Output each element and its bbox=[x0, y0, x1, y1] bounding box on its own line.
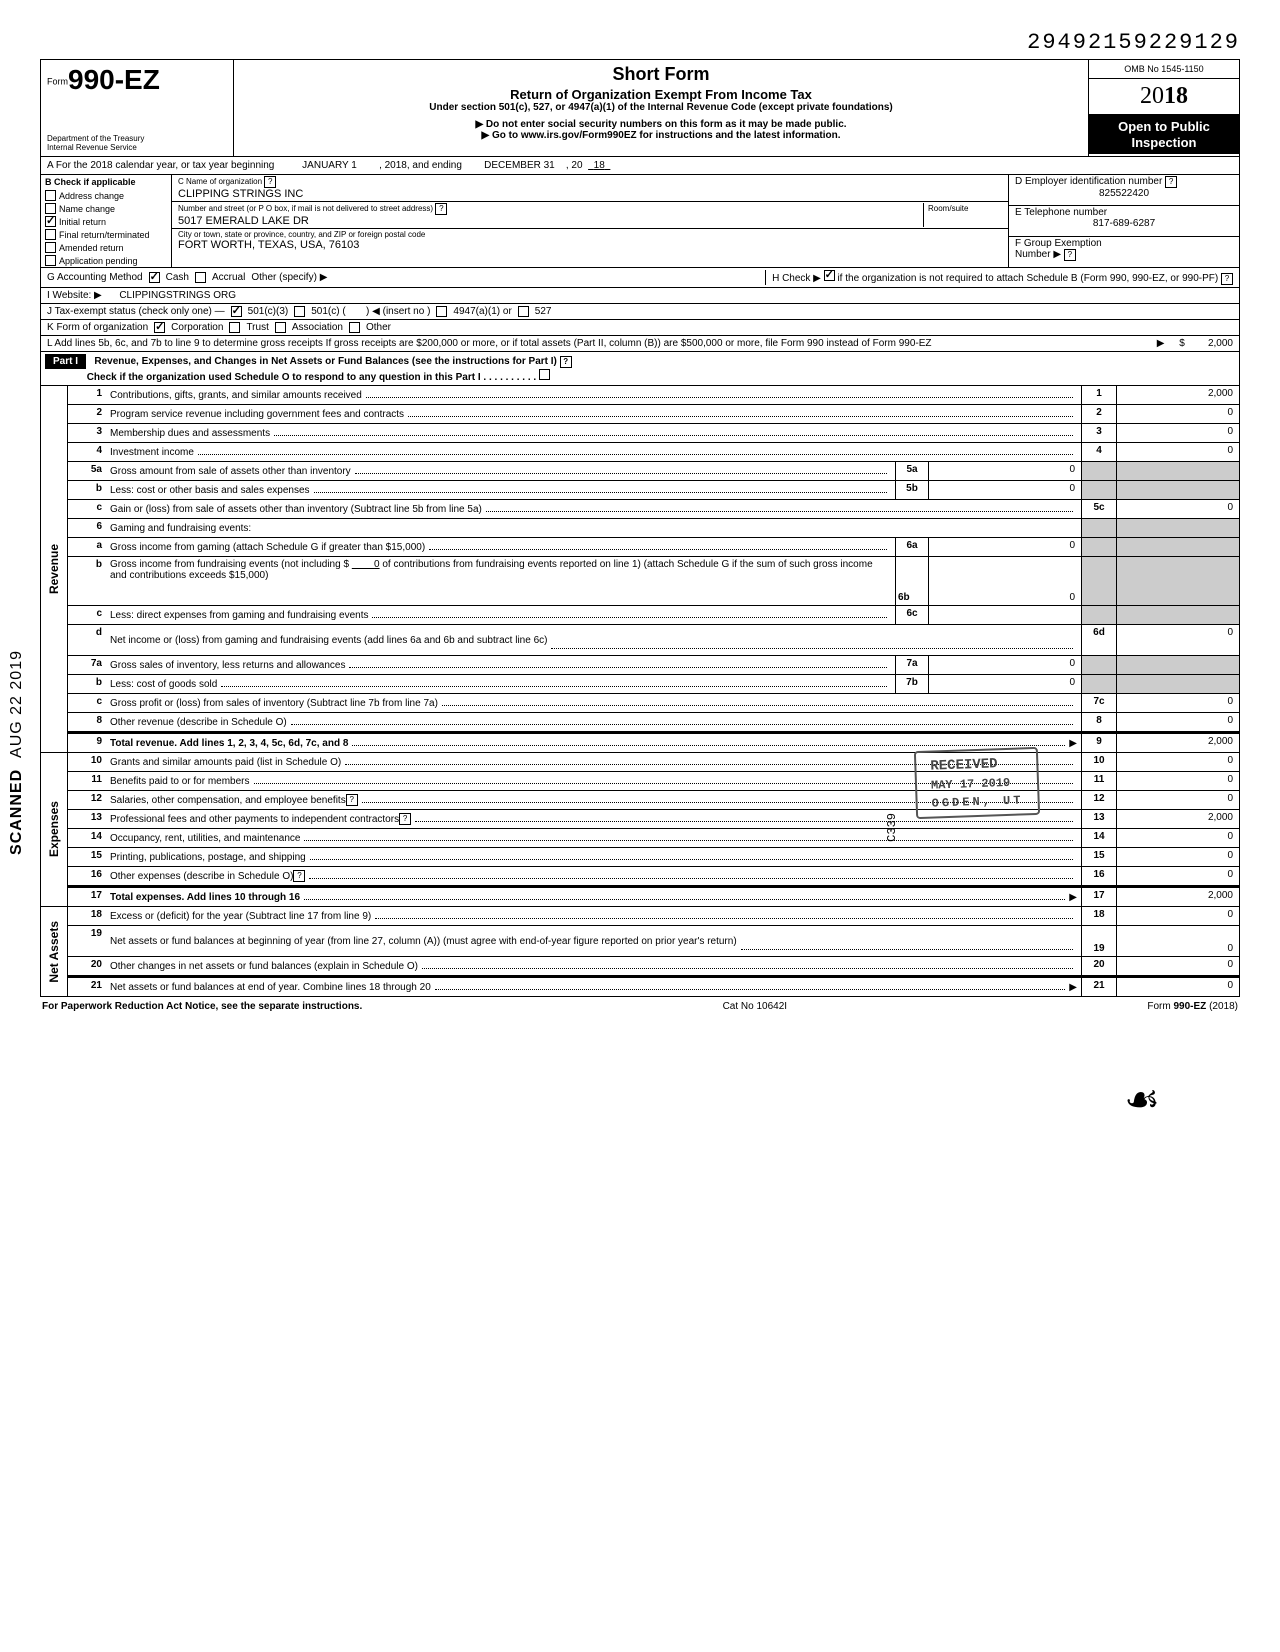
net-assets-section: Net Assets 18Excess or (deficit) for the… bbox=[40, 907, 1240, 997]
ein: 825522420 bbox=[1015, 188, 1233, 199]
part1-header: Part I Revenue, Expenses, and Changes in… bbox=[40, 352, 1240, 386]
gross-receipts: 2,000 bbox=[1208, 338, 1233, 349]
dept-irs: Internal Revenue Service bbox=[47, 143, 227, 152]
line-a: A For the 2018 calendar year, or tax yea… bbox=[40, 156, 1240, 175]
help-icon[interactable]: ? bbox=[1221, 273, 1233, 285]
c339-stamp: C339 bbox=[885, 813, 899, 842]
header-grid: B Check if applicable Address change Nam… bbox=[40, 175, 1240, 268]
top-code: 29492159229129 bbox=[40, 30, 1240, 55]
schedule-o-checkbox[interactable] bbox=[539, 369, 550, 380]
signature-mark: ☙ bbox=[40, 1076, 1240, 1123]
form-under: Under section 501(c), 527, or 4947(a)(1)… bbox=[240, 102, 1082, 113]
tax-year: 2018 bbox=[1089, 79, 1239, 115]
line1-value: 2,000 bbox=[1116, 386, 1239, 404]
section-f: F Group Exemption Number ▶ ? bbox=[1009, 237, 1239, 267]
section-d: D Employer identification number ? 82552… bbox=[1009, 175, 1239, 206]
omb-number: OMB No 1545-1150 bbox=[1089, 60, 1239, 79]
org-address: 5017 EMERALD LAKE DR bbox=[178, 215, 923, 227]
form-number: Form990-EZ bbox=[47, 64, 227, 96]
form-note1: Do not enter social security numbers on … bbox=[240, 119, 1082, 130]
expenses-section: Expenses 10Grants and similar amounts pa… bbox=[40, 753, 1240, 907]
row-l: L Add lines 5b, 6c, and 7b to line 9 to … bbox=[40, 336, 1240, 352]
help-icon[interactable]: ? bbox=[435, 203, 447, 215]
help-icon[interactable]: ? bbox=[264, 176, 276, 188]
row-i: I Website: ▶ CLIPPINGSTRINGS ORG bbox=[40, 288, 1240, 304]
help-icon[interactable]: ? bbox=[1064, 249, 1076, 261]
page-footer: For Paperwork Reduction Act Notice, see … bbox=[40, 997, 1240, 1016]
dept-treasury: Department of the Treasury bbox=[47, 134, 227, 143]
expenses-label: Expenses bbox=[47, 801, 61, 857]
501c3-checkbox[interactable] bbox=[231, 306, 242, 317]
form-subtitle: Return of Organization Exempt From Incom… bbox=[240, 87, 1082, 102]
form-note2: Go to www.irs.gov/Form990EZ for instruct… bbox=[240, 130, 1082, 141]
total-expenses: 2,000 bbox=[1116, 888, 1239, 906]
accrual-checkbox[interactable] bbox=[195, 272, 206, 283]
phone: 817-689-6287 bbox=[1015, 218, 1233, 229]
revenue-section: Revenue 1Contributions, gifts, grants, a… bbox=[40, 386, 1240, 753]
corporation-checkbox[interactable] bbox=[154, 322, 165, 333]
cash-checkbox[interactable] bbox=[149, 272, 160, 283]
scanned-stamp: SCANNED AUG 22 2019 bbox=[8, 650, 26, 855]
received-stamp: RECEIVED MAY 17 2019 OGDEN, UT bbox=[915, 749, 1039, 817]
website: CLIPPINGSTRINGS ORG bbox=[119, 290, 236, 301]
org-city: FORT WORTH, TEXAS, USA, 76103 bbox=[178, 239, 1002, 251]
revenue-label: Revenue bbox=[47, 544, 61, 594]
initial-return-checkbox[interactable] bbox=[45, 216, 56, 227]
net-assets-label: Net Assets bbox=[47, 921, 61, 983]
room-suite: Room/suite bbox=[923, 203, 1002, 227]
section-c: C Name of organization ? CLIPPING STRING… bbox=[172, 175, 1008, 267]
org-name: CLIPPING STRINGS INC bbox=[178, 188, 1002, 200]
sched-b-checkbox[interactable] bbox=[824, 270, 835, 281]
row-gh: G Accounting Method Cash Accrual Other (… bbox=[40, 268, 1240, 288]
section-e: E Telephone number 817-689-6287 bbox=[1009, 206, 1239, 237]
help-icon[interactable]: ? bbox=[560, 356, 572, 368]
row-j: J Tax-exempt status (check only one) — 5… bbox=[40, 304, 1240, 320]
total-revenue: 2,000 bbox=[1116, 734, 1239, 752]
section-b: B Check if applicable Address change Nam… bbox=[41, 175, 172, 267]
help-icon[interactable]: ? bbox=[1165, 176, 1177, 188]
form-title: Short Form bbox=[240, 64, 1082, 85]
row-k: K Form of organization Corporation Trust… bbox=[40, 320, 1240, 336]
form-header: Form990-EZ Department of the Treasury In… bbox=[40, 59, 1240, 156]
open-inspection: Open to Public Inspection bbox=[1089, 115, 1239, 154]
